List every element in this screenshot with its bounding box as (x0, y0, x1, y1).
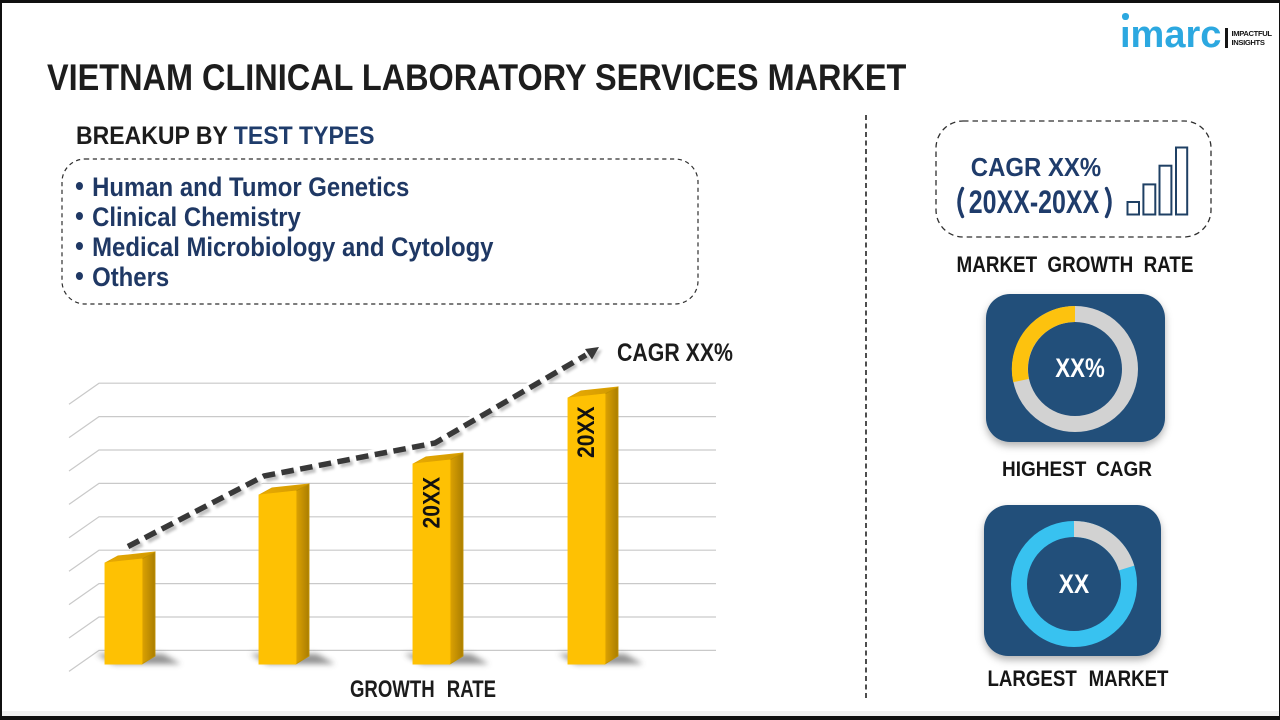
svg-text:20XX: 20XX (418, 477, 445, 529)
svg-text:20XX: 20XX (573, 406, 600, 458)
